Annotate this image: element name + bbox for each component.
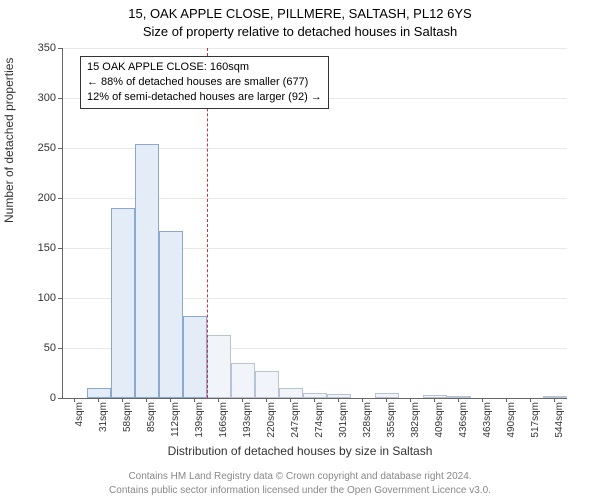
y-tick-mark bbox=[58, 348, 62, 349]
histogram-bar bbox=[279, 388, 303, 398]
x-tick-label: 490sqm bbox=[506, 402, 517, 452]
y-tick-mark bbox=[58, 198, 62, 199]
y-tick-label: 0 bbox=[16, 392, 56, 404]
histogram-bar bbox=[159, 231, 183, 398]
histogram-bar bbox=[327, 394, 351, 398]
histogram-bar bbox=[423, 395, 447, 398]
histogram-bar bbox=[207, 335, 231, 398]
x-tick-label: 328sqm bbox=[362, 402, 373, 452]
histogram-bar bbox=[447, 396, 471, 398]
x-tick-label: 409sqm bbox=[434, 402, 445, 452]
histogram-bar bbox=[255, 371, 279, 398]
chart-container: { "title_line1": "15, OAK APPLE CLOSE, P… bbox=[0, 0, 600, 500]
y-tick-mark bbox=[58, 248, 62, 249]
annotation-line: 15 OAK APPLE CLOSE: 160sqm bbox=[87, 60, 322, 75]
y-tick-label: 100 bbox=[16, 292, 56, 304]
x-tick-label: 544sqm bbox=[554, 402, 565, 452]
y-axis-label: Number of detached properties bbox=[2, 58, 16, 223]
x-tick-label: 301sqm bbox=[338, 402, 349, 452]
annotation-line: 12% of semi-detached houses are larger (… bbox=[87, 90, 322, 105]
x-tick-label: 112sqm bbox=[170, 402, 181, 452]
x-tick-label: 31sqm bbox=[98, 402, 109, 452]
y-tick-mark bbox=[58, 148, 62, 149]
footer-copyright: Contains HM Land Registry data © Crown c… bbox=[0, 471, 600, 482]
chart-title-description: Size of property relative to detached ho… bbox=[0, 24, 600, 39]
y-tick-label: 150 bbox=[16, 242, 56, 254]
annotation-line: ← 88% of detached houses are smaller (67… bbox=[87, 75, 322, 90]
x-tick-label: 85sqm bbox=[146, 402, 157, 452]
x-tick-label: 4sqm bbox=[74, 402, 85, 452]
y-tick-label: 50 bbox=[16, 342, 56, 354]
histogram-bar bbox=[303, 393, 327, 398]
x-tick-label: 355sqm bbox=[386, 402, 397, 452]
y-tick-label: 250 bbox=[16, 142, 56, 154]
histogram-bar bbox=[231, 363, 255, 398]
x-tick-label: 166sqm bbox=[218, 402, 229, 452]
annotation-box: 15 OAK APPLE CLOSE: 160sqm← 88% of detac… bbox=[80, 56, 329, 109]
y-tick-label: 200 bbox=[16, 192, 56, 204]
footer-license: Contains public sector information licen… bbox=[0, 485, 600, 496]
histogram-bar bbox=[543, 396, 567, 398]
x-tick-label: 274sqm bbox=[314, 402, 325, 452]
histogram-bar bbox=[135, 144, 159, 398]
histogram-bar bbox=[87, 388, 111, 398]
y-tick-label: 300 bbox=[16, 92, 56, 104]
y-tick-label: 350 bbox=[16, 42, 56, 54]
x-tick-label: 436sqm bbox=[458, 402, 469, 452]
histogram-bar bbox=[111, 208, 135, 398]
x-tick-label: 463sqm bbox=[482, 402, 493, 452]
y-tick-mark bbox=[58, 48, 62, 49]
chart-title-address: 15, OAK APPLE CLOSE, PILLMERE, SALTASH, … bbox=[0, 6, 600, 21]
x-tick-label: 517sqm bbox=[530, 402, 541, 452]
y-tick-mark bbox=[58, 398, 62, 399]
histogram-bar bbox=[375, 393, 399, 398]
histogram-bar bbox=[183, 316, 207, 398]
x-tick-label: 193sqm bbox=[242, 402, 253, 452]
y-tick-mark bbox=[58, 98, 62, 99]
gridline bbox=[63, 48, 567, 49]
x-tick-label: 382sqm bbox=[410, 402, 421, 452]
x-tick-label: 247sqm bbox=[290, 402, 301, 452]
x-tick-label: 139sqm bbox=[194, 402, 205, 452]
x-tick-label: 58sqm bbox=[122, 402, 133, 452]
x-tick-label: 220sqm bbox=[266, 402, 277, 452]
y-tick-mark bbox=[58, 298, 62, 299]
